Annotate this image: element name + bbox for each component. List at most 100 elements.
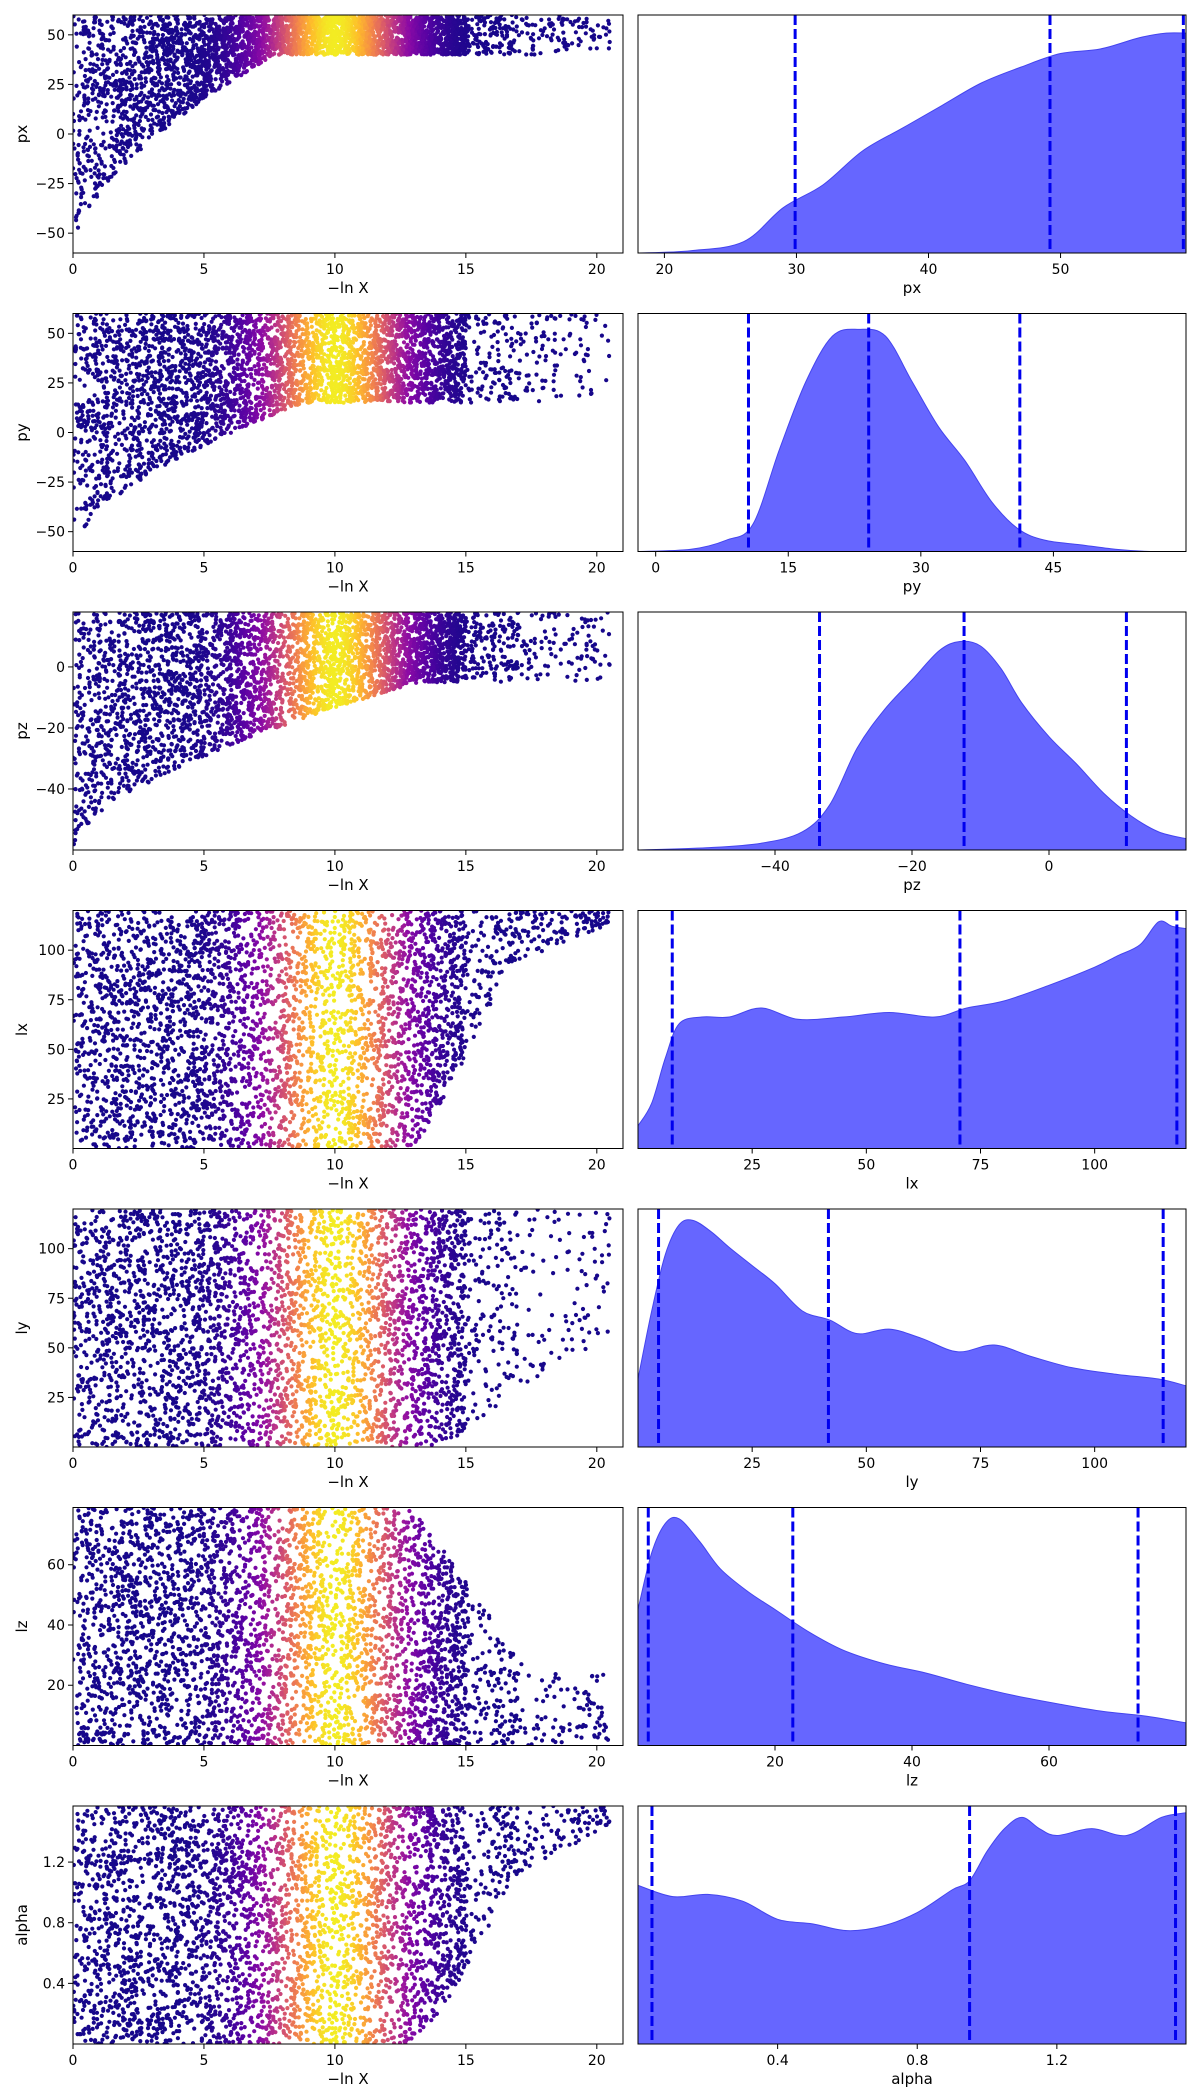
trace-point <box>498 26 503 31</box>
trace-ylabel: px <box>13 125 31 144</box>
trace-point <box>131 106 136 111</box>
trace-point <box>368 23 373 28</box>
trace-point <box>169 34 174 39</box>
trace-point <box>251 63 256 68</box>
trace-point <box>239 59 244 64</box>
trace-point <box>230 21 235 26</box>
trace-point <box>335 30 340 35</box>
trace-point <box>116 17 121 22</box>
trace-point <box>333 39 338 45</box>
trace-point <box>162 88 167 93</box>
trace-point <box>320 22 326 27</box>
trace-point <box>130 64 135 69</box>
trace-point <box>232 62 237 67</box>
trace-point <box>267 28 272 33</box>
trace-point <box>92 171 97 176</box>
trace-point <box>110 72 116 77</box>
trace-point <box>86 96 91 101</box>
trace-point <box>400 27 405 32</box>
trace-point <box>379 51 384 56</box>
trace-point <box>223 74 228 79</box>
trace-point <box>103 109 108 114</box>
trace-point <box>580 385 585 390</box>
trace-point <box>83 57 88 62</box>
trace-point <box>532 52 537 57</box>
trace-point <box>309 18 314 23</box>
trace-point <box>272 27 277 32</box>
trace-point <box>130 28 135 34</box>
trace-point <box>164 74 170 79</box>
trace-point <box>102 164 107 169</box>
trace-point <box>110 101 115 106</box>
trace-point <box>105 91 110 96</box>
trace-point <box>132 123 137 128</box>
trace-point <box>85 84 90 89</box>
trace-point <box>148 40 153 45</box>
trace-point <box>335 36 340 42</box>
trace-point <box>142 424 148 429</box>
trace-point <box>414 41 420 47</box>
trace-point <box>114 143 119 148</box>
trace-point <box>124 371 129 376</box>
trace-point <box>213 21 218 27</box>
trace-point <box>103 343 109 348</box>
trace-point <box>384 42 390 48</box>
trace-point <box>74 31 79 36</box>
trace-point <box>109 154 114 159</box>
trace-point <box>418 15 423 19</box>
trace-point <box>158 122 163 127</box>
trace-point <box>155 102 161 107</box>
trace-point <box>257 16 262 21</box>
trace-point <box>214 421 219 426</box>
trace-point <box>155 52 160 58</box>
trace-point <box>512 38 517 43</box>
trace-point <box>78 202 83 207</box>
posterior-px-xtick-label: 50 <box>1052 262 1070 278</box>
trace-point <box>476 52 481 57</box>
trace-point <box>174 26 179 31</box>
trace-point <box>414 16 420 21</box>
trace-point <box>137 59 142 64</box>
trace-point <box>137 17 142 22</box>
trace-point <box>158 118 163 123</box>
trace-point <box>152 121 157 126</box>
trace-point <box>183 57 188 62</box>
trace-point <box>176 98 181 103</box>
trace-point <box>202 79 208 84</box>
trace-point <box>514 15 519 20</box>
trace-point <box>583 24 589 29</box>
trace-point <box>197 82 202 87</box>
trace-point <box>300 15 305 20</box>
trace-point <box>250 15 255 20</box>
trace-point <box>139 85 144 90</box>
trace-point <box>110 119 115 124</box>
trace-point <box>77 128 82 134</box>
trace-point <box>207 75 213 80</box>
trace-point <box>179 27 184 32</box>
trace-point <box>284 18 289 23</box>
trace-point <box>404 52 409 57</box>
trace-point <box>421 33 426 38</box>
trace-point <box>510 20 515 25</box>
trace-point <box>165 28 170 34</box>
trace-point <box>391 24 396 29</box>
trace-point <box>87 40 92 45</box>
trace-point <box>196 48 201 53</box>
trace-point <box>100 57 105 63</box>
trace-point <box>267 54 272 59</box>
trace-point <box>319 50 324 55</box>
trace-point <box>362 315 367 321</box>
trace-point <box>82 95 87 100</box>
trace-point <box>78 170 83 175</box>
trace-point <box>514 24 519 29</box>
trace-point <box>331 22 336 27</box>
trace-point <box>419 376 424 381</box>
trace-point <box>538 51 543 56</box>
trace-point <box>101 172 106 177</box>
trace-point <box>170 98 175 103</box>
trace-point <box>83 473 88 478</box>
trace-point <box>89 50 94 55</box>
trace-point <box>211 54 216 59</box>
